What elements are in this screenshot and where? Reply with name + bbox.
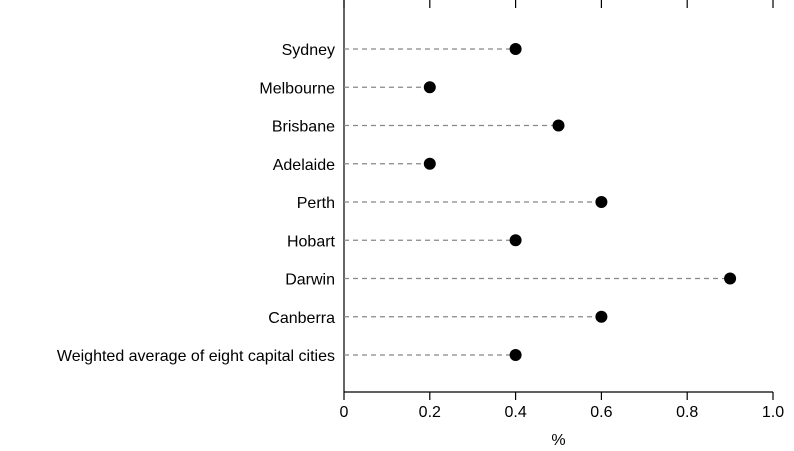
category-label: Sydney: [282, 42, 335, 59]
data-point: [552, 119, 565, 132]
x-tick-label: 0.6: [590, 404, 612, 421]
category-label: Adelaide: [273, 157, 335, 174]
x-tick-label: 0.2: [419, 404, 441, 421]
x-axis-title: %: [551, 432, 565, 449]
category-labels: Sydney Melbourne Brisbane Adelaide Perth Hoba…: [57, 42, 336, 365]
data-point: [595, 196, 608, 208]
data-point: [509, 43, 522, 55]
category-label: Hobart: [287, 233, 336, 250]
data-markers: [423, 43, 737, 361]
x-tick-label: 0.4: [504, 404, 526, 421]
category-label: Darwin: [285, 272, 335, 289]
category-label: Perth: [297, 195, 335, 212]
plot-frame: [343, 0, 773, 393]
category-label: Melbourne: [259, 80, 335, 97]
data-point: [724, 272, 737, 285]
category-label: Canberra: [268, 310, 335, 327]
x-axis-ticks: 0 0.2 0.4 0.6 0.8 1.0: [340, 0, 784, 421]
category-label: Brisbane: [272, 119, 335, 136]
x-tick-label: 0: [340, 404, 349, 421]
category-label: Weighted average of eight capital cities: [57, 348, 335, 365]
data-point: [509, 349, 522, 361]
data-point: [423, 157, 436, 170]
x-tick-label: 1.0: [762, 404, 784, 421]
data-point: [509, 234, 522, 247]
x-tick-label: 0.8: [676, 404, 698, 421]
data-point: [423, 81, 436, 94]
connector-lines: [344, 48, 731, 356]
data-point: [595, 310, 608, 323]
